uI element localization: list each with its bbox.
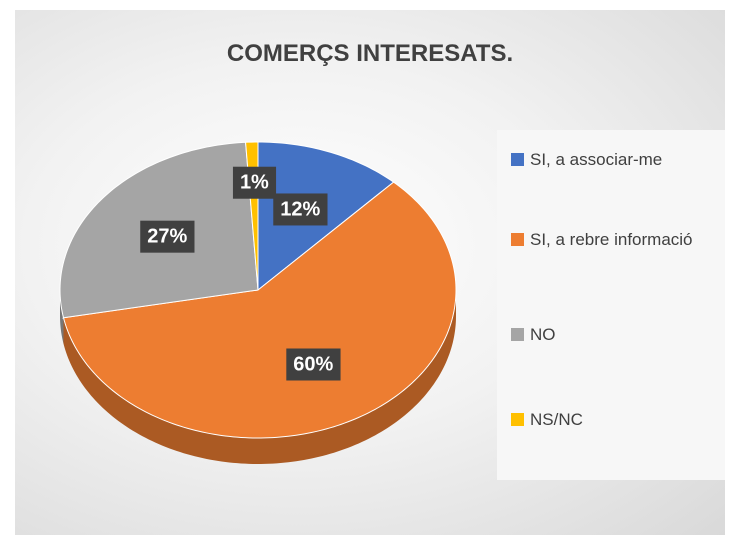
legend-label: SI, a rebre informació <box>530 230 693 249</box>
legend-swatch <box>511 328 524 341</box>
data-label: 12% <box>280 198 320 220</box>
chart-title: COMERÇS INTERESATS. <box>226 40 514 67</box>
data-label: 1% <box>240 172 269 194</box>
legend-swatch <box>511 413 524 426</box>
data-label-group: 60% <box>286 348 341 381</box>
legend: SI, a associar-me SI, a rebre informació N… <box>497 130 725 480</box>
legend-item: NS/NC <box>511 408 705 432</box>
data-label-group: 12% <box>273 193 328 226</box>
legend-item: SI, a associar-me <box>511 148 705 172</box>
data-label-box <box>140 220 195 253</box>
data-label-group: 1% <box>232 166 277 199</box>
legend-swatch <box>511 153 524 166</box>
data-label: 60% <box>293 354 333 376</box>
slice <box>62 181 457 439</box>
data-label-group: 27% <box>140 220 195 253</box>
data-label: 27% <box>147 226 187 248</box>
legend-item: NO <box>511 323 705 347</box>
data-label-box <box>286 348 341 381</box>
legend-item: SI, a rebre informació <box>511 228 705 252</box>
slice-side <box>60 290 64 344</box>
legend-label: SI, a associar-me <box>530 150 663 169</box>
legend-label: NO <box>530 325 556 344</box>
slice-side <box>63 290 456 464</box>
data-label-box <box>273 193 328 226</box>
legend-swatch <box>511 233 524 246</box>
legend-label: NS/NC <box>530 410 583 429</box>
data-label-box <box>232 166 277 199</box>
